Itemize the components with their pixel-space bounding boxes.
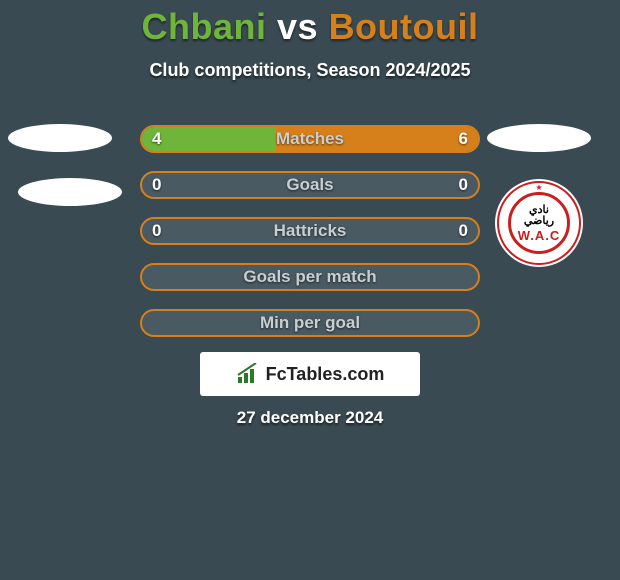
stat-row: Goals per match (140, 263, 480, 291)
stat-bars: 46Matches00Goals00HattricksGoals per mat… (140, 125, 480, 355)
stat-left-value: 4 (152, 127, 161, 151)
brand-text: FcTables.com (266, 364, 385, 385)
wac-arabic-top: نادي (529, 205, 549, 216)
stat-label: Hattricks (142, 219, 478, 243)
stat-row: 0 0Hattricks (140, 217, 480, 245)
stat-right-fill (276, 127, 478, 151)
stat-right-value: 6 (459, 127, 468, 151)
stat-right-value: 0 (459, 173, 468, 197)
subtitle: Club competitions, Season 2024/2025 (0, 60, 620, 81)
chart-icon (236, 363, 260, 385)
stat-row: Min per goal (140, 309, 480, 337)
comparison-card: Chbani vs Boutouil Club competitions, Se… (0, 0, 620, 580)
wac-badge-inner: نادي رياضي W.A.C (508, 192, 570, 254)
player1-club-badge-1 (8, 124, 112, 152)
wac-latin: W.A.C (518, 229, 561, 242)
stat-left-fill (142, 127, 276, 151)
player1-name: Chbani (141, 6, 266, 47)
stat-label: Goals (142, 173, 478, 197)
stat-left-value: 0 (152, 173, 161, 197)
stat-right-value: 0 (459, 219, 468, 243)
wac-arabic-bot: رياضي (524, 216, 554, 227)
stat-row: 0 0Goals (140, 171, 480, 199)
page-title: Chbani vs Boutouil (0, 0, 620, 48)
vs-separator: vs (277, 6, 318, 47)
brand-box: FcTables.com (200, 352, 420, 396)
date-stamp: 27 december 2024 (0, 408, 620, 428)
player1-club-badge-2 (18, 178, 122, 206)
stat-left-value: 0 (152, 219, 161, 243)
stat-label: Min per goal (142, 311, 478, 335)
player2-club-badge-1 (487, 124, 591, 152)
stat-row: 46Matches (140, 125, 480, 153)
player2-club-badge-2: ★ نادي رياضي W.A.C (495, 179, 583, 267)
stat-label: Goals per match (142, 265, 478, 289)
player2-name: Boutouil (329, 6, 479, 47)
wac-badge-outer: ★ نادي رياضي W.A.C (497, 181, 581, 265)
star-icon: ★ (535, 183, 542, 192)
